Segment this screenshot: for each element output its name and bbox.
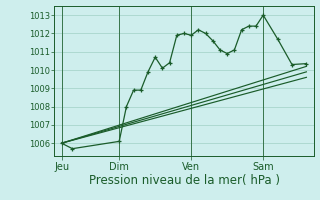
X-axis label: Pression niveau de la mer( hPa ): Pression niveau de la mer( hPa ) bbox=[89, 174, 279, 187]
